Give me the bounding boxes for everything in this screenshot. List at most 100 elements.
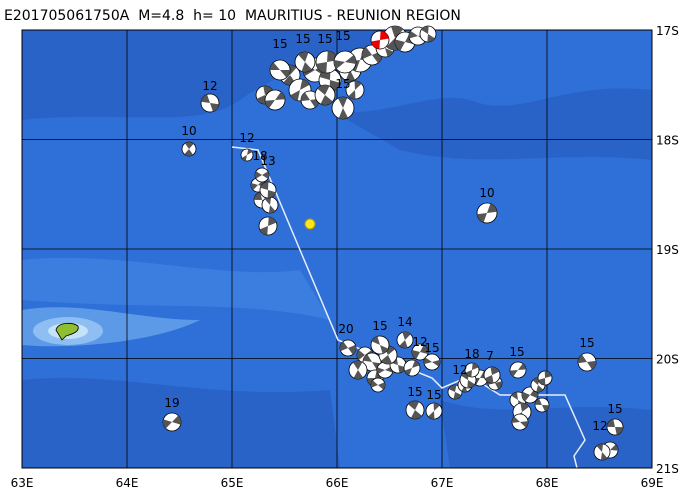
focal-mechanism	[345, 80, 365, 100]
ball-quadrant	[338, 97, 348, 108]
focal-mechanism	[509, 361, 527, 379]
ball-quadrant	[371, 380, 378, 388]
events	[162, 25, 624, 461]
ball-quadrant	[378, 382, 385, 390]
focal-mechanism	[269, 59, 291, 81]
focal-mechanism	[348, 360, 368, 380]
ball-quadrant	[512, 416, 520, 423]
focal-mechanism	[339, 339, 357, 357]
ball-quadrant	[615, 427, 623, 435]
depth-label: 15	[607, 402, 622, 416]
ball-quadrant	[247, 149, 253, 155]
ball-quadrant	[363, 354, 372, 362]
depth-label: 15	[335, 77, 350, 91]
longitude-label: 63E	[11, 476, 34, 490]
ball-quadrant	[399, 340, 408, 349]
ball-quadrant	[316, 62, 327, 73]
ball-quadrant	[300, 79, 310, 90]
depth-label: 19	[164, 396, 179, 410]
focal-mechanism	[294, 51, 316, 73]
ball-quadrant	[465, 370, 472, 377]
depth-label: 12	[202, 79, 217, 93]
depth-label: 15	[335, 29, 350, 43]
focal-mechanism	[423, 353, 441, 371]
longitude-label: 69E	[641, 476, 664, 490]
focal-mechanism	[261, 196, 279, 214]
plate-boundary	[231, 146, 586, 469]
ball-quadrant	[421, 26, 429, 34]
ball-quadrant	[380, 345, 389, 354]
focal-mechanism	[333, 50, 357, 74]
ball-quadrant	[477, 213, 487, 223]
ball-quadrant	[268, 205, 276, 214]
focal-mechanism	[403, 359, 421, 377]
ball-quadrant	[427, 34, 435, 42]
focal-mechanism	[254, 167, 270, 183]
ball-quadrant	[270, 62, 280, 70]
depth-label: 12	[412, 335, 427, 349]
ball-quadrant	[345, 70, 355, 81]
ball-quadrant	[301, 62, 312, 72]
depth-label: 10	[479, 186, 494, 200]
depth-label: 14	[397, 315, 412, 329]
ball-quadrant	[448, 385, 457, 392]
ball-quadrant	[264, 197, 272, 205]
ball-quadrant	[380, 31, 389, 40]
ball-quadrant	[317, 85, 330, 95]
ball-quadrant	[354, 81, 362, 90]
ball-quadrant	[432, 359, 440, 367]
focal-mechanism	[419, 25, 437, 43]
ball-quadrant	[587, 360, 596, 370]
depth-label: 12	[592, 419, 607, 433]
longitude-label: 66E	[326, 476, 349, 490]
focal-mechanism	[396, 331, 414, 349]
depth-label: 15	[509, 345, 524, 359]
ball-quadrant	[412, 360, 420, 368]
ball-quadrant	[522, 391, 530, 402]
depth-label: 15	[272, 37, 287, 51]
depth-label: 15	[372, 319, 387, 333]
ball-quadrant	[420, 344, 428, 355]
ball-quadrant	[163, 419, 172, 429]
ball-quadrant	[578, 354, 587, 364]
focal-mechanism	[425, 402, 443, 420]
ball-quadrant	[361, 46, 372, 59]
focal-mechanism	[577, 352, 597, 372]
ball-quadrant	[544, 371, 552, 378]
ball-quadrant	[280, 70, 290, 78]
ball-quadrant	[290, 90, 300, 101]
longitude-label: 65E	[221, 476, 244, 490]
focal-mechanism	[240, 148, 254, 162]
ball-quadrant	[267, 190, 276, 198]
focal-mechanism	[370, 377, 386, 393]
bathymetry	[22, 30, 652, 468]
ball-quadrant	[256, 95, 267, 104]
ball-quadrant	[320, 95, 333, 105]
depth-label: 12	[239, 131, 254, 145]
depth-label: 13	[260, 154, 275, 168]
depth-label: 7	[486, 349, 494, 363]
focal-mechanism	[411, 343, 429, 361]
focal-mechanism	[483, 366, 501, 384]
ball-quadrant	[357, 350, 365, 360]
latitude-label: 20S	[656, 353, 679, 367]
ball-quadrant	[607, 419, 615, 427]
ball-quadrant	[538, 378, 546, 385]
ball-quadrant	[352, 361, 363, 370]
longitude-label: 68E	[536, 476, 559, 490]
depth-label: 20	[338, 322, 353, 336]
ball-quadrant	[410, 410, 422, 419]
latitude-label: 18S	[656, 134, 679, 148]
ball-quadrant	[467, 380, 475, 388]
depth-label: 18	[464, 347, 479, 361]
focal-mechanism	[534, 397, 550, 413]
ball-quadrant	[487, 203, 497, 213]
ball-quadrant	[172, 415, 181, 425]
ball-quadrant	[402, 332, 411, 340]
ball-quadrant	[338, 108, 348, 119]
ball-quadrant	[423, 357, 432, 365]
ball-quadrant	[535, 398, 542, 405]
ball-quadrant	[381, 355, 392, 364]
ball-quadrant	[259, 226, 268, 235]
ball-quadrant	[254, 192, 262, 200]
